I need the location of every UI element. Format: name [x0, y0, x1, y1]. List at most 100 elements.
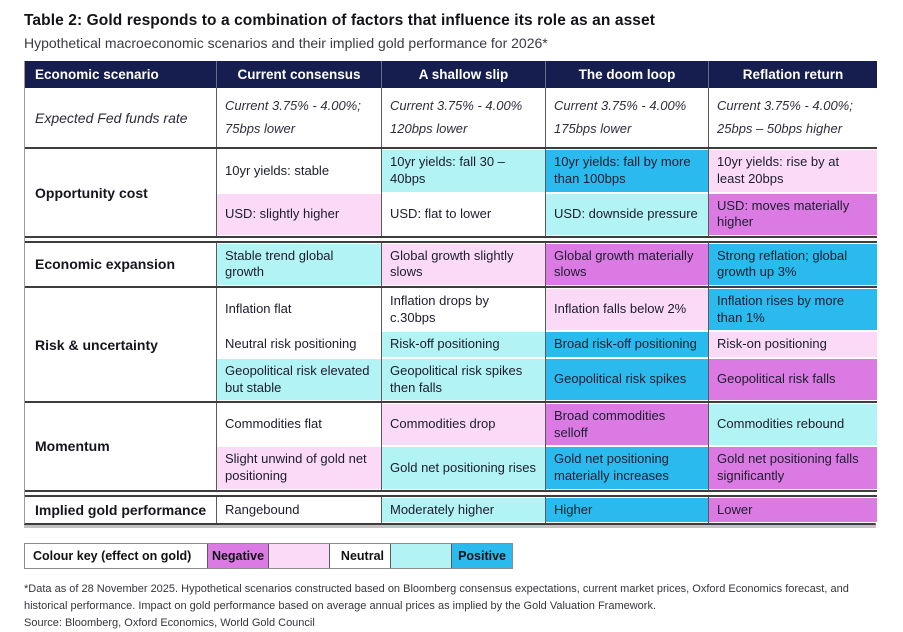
- cell-line: Current 3.75% - 4.00%: [554, 98, 687, 113]
- category-label: Opportunity cost: [25, 149, 216, 236]
- cell-line: Broad commodities selloff: [554, 408, 666, 440]
- scenario-cell: Geopolitical risk spikes then falls: [381, 357, 545, 402]
- scenario-cell: Current 3.75% - 4.00% 175bps lower: [545, 88, 708, 148]
- scenario-cell-text: 10yr yields: stable: [217, 150, 381, 192]
- footnote-data: *Data as of 28 November 2025. Hypothetic…: [24, 583, 849, 612]
- scenario-cell: USD: slightly higher: [216, 192, 381, 236]
- scenario-cell-text: Current 3.75% - 4.00% 120bps lower: [382, 89, 545, 147]
- scenario-cell-text: Strong reflation; global growth up 3%: [709, 243, 877, 285]
- cell-line: Risk-on positioning: [717, 336, 827, 352]
- cell-line: Risk-off positioning: [390, 336, 500, 352]
- cell-line: 25bps – 50bps higher: [717, 120, 843, 136]
- scenario-cell-text: Lower: [709, 497, 877, 523]
- scenario-cell-text: Broad commodities selloff: [546, 404, 708, 446]
- cell-line: 10yr yields: fall 30 – 40bps: [390, 154, 505, 186]
- colour-key-label: Colour key (effect on gold): [33, 549, 192, 564]
- scenario-cell: Strong reflation; global growth up 3%: [708, 242, 877, 286]
- scenario-cell: Inflation rises by more than 1%: [708, 288, 877, 332]
- category-label: Implied gold performance: [25, 496, 216, 524]
- cell-line: Global growth materially slows: [554, 247, 694, 280]
- cell-line: USD: slightly higher: [225, 205, 340, 221]
- category-label: Expected Fed funds rate: [25, 88, 216, 148]
- cell-line: Geopolitical risk elevated but stable: [225, 362, 370, 395]
- scenario-table: Economic scenario Current consensus A shal…: [24, 61, 877, 526]
- scenario-cell-text: Geopolitical risk spikes then falls: [382, 358, 545, 401]
- scenario-cell: Risk-on positioning: [708, 331, 877, 358]
- cell-line: 10yr yields: stable: [225, 162, 330, 178]
- scenario-cell-text: Higher: [546, 497, 708, 523]
- scenario-cell-text: 10yr yields: fall 30 – 40bps: [382, 150, 545, 192]
- scenario-cell-text: Slight unwind of gold net positioning: [217, 447, 381, 489]
- scenario-cell: USD: moves materially higher: [708, 192, 877, 236]
- cell-line: 120bps lower: [390, 120, 468, 136]
- scenario-cell: Risk-off positioning: [381, 331, 545, 358]
- scenario-cell-text: Commodities rebound: [709, 404, 877, 446]
- scenario-cell: Broad commodities selloff: [545, 403, 708, 447]
- scenario-cell: USD: downside pressure: [545, 192, 708, 236]
- scenario-cell: Inflation drops by c.30bps: [381, 288, 545, 332]
- cell-line: USD: flat to lower: [390, 205, 492, 221]
- cell-line: USD: moves materially higher: [717, 197, 850, 230]
- cell-line: Global growth slightly slows: [390, 247, 514, 280]
- scenario-cell: Global growth slightly slows: [381, 242, 545, 286]
- footnotes: *Data as of 28 November 2025. Hypothetic…: [24, 581, 882, 632]
- scenario-cell: Inflation falls below 2%: [545, 288, 708, 332]
- cell-line: Gold net positioning rises: [390, 459, 536, 475]
- cell-line: Inflation falls below 2%: [554, 301, 687, 317]
- column-header-1: Economic scenario: [25, 61, 216, 88]
- cell-line: Current 3.75% - 4.00%;: [225, 98, 361, 113]
- cell-line: Inflation flat: [225, 301, 292, 317]
- scenario-cell: Lower: [708, 496, 877, 524]
- cell-line: Inflation drops by c.30bps: [390, 293, 490, 325]
- scenario-cell: 10yr yields: rise by at least 20bps: [708, 149, 877, 193]
- scenario-cell: Current 3.75% - 4.00% 120bps lower: [381, 88, 545, 148]
- cell-line: Commodities drop: [390, 416, 496, 432]
- cell-line: Geopolitical risk spikes: [554, 371, 687, 387]
- scenario-cell: Higher: [545, 496, 708, 524]
- scenario-cell: Commodities rebound: [708, 403, 877, 447]
- scenario-cell-text: Gold net positioning materially increase…: [546, 447, 708, 489]
- column-header-3: A shallow slip: [381, 61, 545, 88]
- scenario-cell: Commodities drop: [381, 403, 545, 447]
- scenario-cell-text: Neutral risk positioning: [217, 332, 381, 357]
- legend-cell: [268, 544, 329, 569]
- column-header-5: Reflation return: [708, 61, 877, 88]
- row-divider: [25, 286, 877, 288]
- cell-line: Commodities flat: [225, 416, 322, 432]
- scenario-cell: Commodities flat: [216, 403, 381, 447]
- scenario-cell-text: Inflation drops by c.30bps: [382, 289, 545, 331]
- colour-key: Colour key (effect on gold) Negative Neut…: [24, 543, 513, 570]
- table-title: Table 2: Gold responds to a combination …: [24, 12, 656, 29]
- scenario-cell: Geopolitical risk spikes: [545, 357, 708, 402]
- scenario-cell-text: USD: flat to lower: [382, 193, 545, 235]
- scenario-cell-text: USD: downside pressure: [546, 193, 708, 235]
- category-label: Momentum: [25, 403, 216, 490]
- scenario-cell-text: Gold net positioning rises: [382, 447, 545, 489]
- cell-line: Geopolitical risk falls: [717, 371, 836, 387]
- scenario-cell-text: Broad risk-off positioning: [546, 332, 708, 357]
- cell-line: 175bps lower: [554, 120, 632, 136]
- scenario-cell: 10yr yields: fall 30 – 40bps: [381, 149, 545, 193]
- legend-cell: Negative: [207, 544, 268, 569]
- cell-line: Inflation rises by more than 1%: [717, 293, 845, 325]
- cell-line: Slight unwind of gold net positioning: [225, 451, 367, 483]
- scenario-cell: Global growth materially slows: [545, 242, 708, 286]
- scenario-cell: USD: flat to lower: [381, 192, 545, 236]
- legend-cell: [390, 544, 451, 569]
- cell-line: Lower: [717, 501, 753, 517]
- cell-line: Stable trend global growth: [225, 247, 334, 280]
- scenario-cell: Rangebound: [216, 496, 381, 524]
- column-header-2: Current consensus: [216, 61, 381, 88]
- scenario-cell-text: Gold net positioning falls significantly: [709, 447, 877, 489]
- scenario-cell-text: Geopolitical risk spikes: [546, 358, 708, 401]
- row-divider: [25, 235, 877, 243]
- scenario-cell-text: Inflation falls below 2%: [546, 289, 708, 331]
- scenario-cell: Gold net positioning falls significantly: [708, 446, 877, 490]
- scenario-cell-text: Current 3.75% - 4.00%; 25bps – 50bps high…: [709, 89, 877, 147]
- column-header-4: The doom loop: [545, 61, 708, 88]
- scenario-cell-text: Moderately higher: [382, 497, 545, 523]
- cell-line: Commodities rebound: [717, 416, 845, 432]
- scenario-cell-text: Geopolitical risk elevated but stable: [217, 358, 381, 401]
- scenario-cell-text: Geopolitical risk falls: [709, 358, 877, 401]
